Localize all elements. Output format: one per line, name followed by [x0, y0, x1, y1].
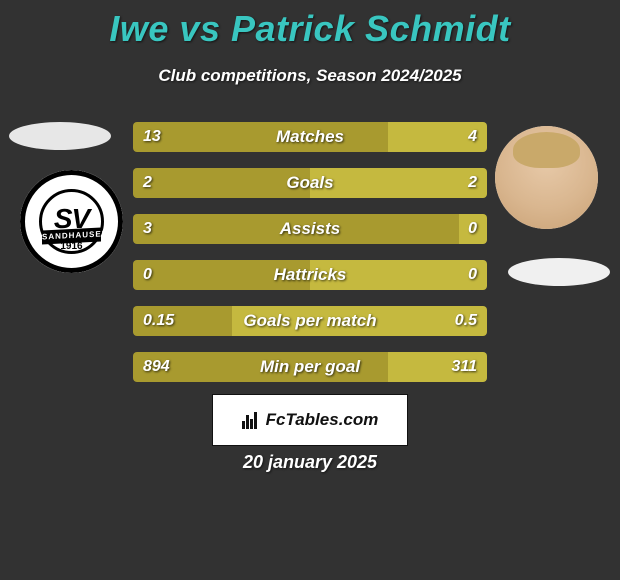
stat-label: Assists: [133, 214, 487, 244]
stat-value-left: 894: [133, 352, 180, 382]
avatar-right: [495, 126, 598, 229]
stat-value-left: 0.15: [133, 306, 184, 336]
stat-row: Goals2 2: [133, 168, 487, 198]
stat-value-left: 0: [133, 260, 162, 290]
stat-value-right: 2: [458, 168, 487, 198]
club-pill-right: [508, 258, 610, 286]
comparison-bars: Matches134Goals22Assists30Hattricks00Goa…: [133, 122, 487, 398]
club-badge-sandhausen: SV SANDHAUSEN 1916: [20, 170, 123, 273]
stat-value-right: 0: [458, 214, 487, 244]
stat-label: Matches: [133, 122, 487, 152]
page-title: Iwe vs Patrick Schmidt: [0, 8, 620, 50]
attribution-badge: FcTables.com: [212, 394, 408, 446]
stat-value-right: 0: [458, 260, 487, 290]
date-line: 20 january 2025: [0, 452, 620, 473]
player-photo-placeholder: [495, 126, 598, 229]
stat-value-right: 311: [441, 352, 487, 382]
page-subtitle: Club competitions, Season 2024/2025: [0, 66, 620, 86]
attribution-text: FcTables.com: [266, 410, 379, 430]
stat-row: Assists3 0: [133, 214, 487, 244]
avatar-left: SV SANDHAUSEN 1916: [20, 170, 123, 273]
stat-label: Goals per match: [133, 306, 487, 336]
stat-value-left: 3: [133, 214, 162, 244]
badge-year: 1916: [25, 241, 118, 252]
stat-row: Min per goal894 311: [133, 352, 487, 382]
stat-label: Goals: [133, 168, 487, 198]
stat-row: Hattricks0 0: [133, 260, 487, 290]
stat-value-left: 13: [133, 122, 171, 152]
stat-value-right: 0.5: [445, 306, 487, 336]
stat-label: Min per goal: [133, 352, 487, 382]
club-pill-left: [9, 122, 111, 150]
stat-value-right: 4: [458, 122, 487, 152]
fctables-logo-icon: [242, 411, 260, 429]
stat-row: Goals per match0.15 0.5: [133, 306, 487, 336]
stat-label: Hattricks: [133, 260, 487, 290]
stat-value-left: 2: [133, 168, 162, 198]
stat-row: Matches13 4: [133, 122, 487, 152]
